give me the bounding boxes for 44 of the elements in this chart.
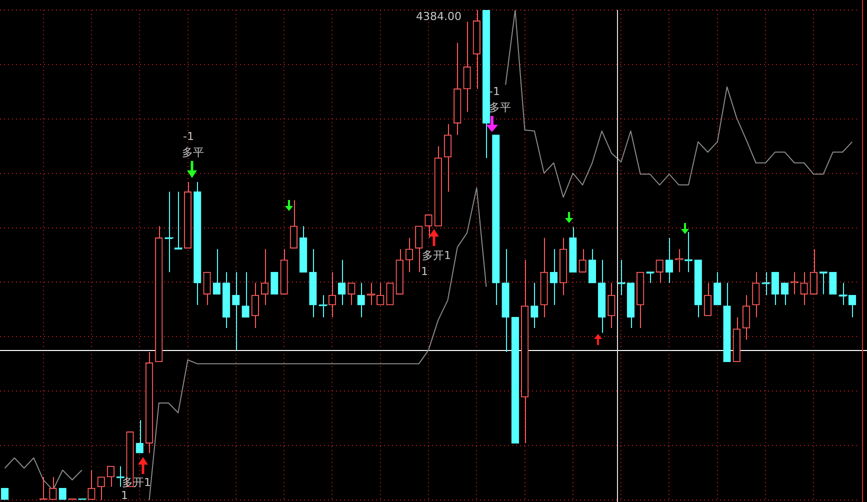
candlestick [723,282,731,362]
candlestick [434,146,442,226]
candlestick [415,226,423,273]
candlestick [810,248,818,295]
candlestick [444,124,452,192]
candlestick [463,21,471,112]
candlestick [184,181,192,248]
candlestick [752,272,760,318]
candlestick [588,248,596,284]
candlestick [559,237,568,296]
candlestick [472,10,480,90]
annotation: 4384.00 [416,10,462,23]
candlestick [222,272,230,329]
candlestick [540,237,548,318]
candlestick [155,226,163,362]
candlestick [636,272,644,329]
candlestick [396,248,404,295]
annotation: 1 [121,489,128,502]
annotation: -1 [183,130,194,143]
candlestick [492,134,500,306]
candlestick [309,248,317,318]
candlestick [704,282,712,316]
candlestick [454,42,462,136]
candlestick [694,260,702,318]
candlestick [203,272,211,306]
candlestick [608,282,616,329]
candlestick [280,248,288,295]
candlestick [145,352,154,454]
candlestick [569,226,577,272]
candlestick [482,10,490,158]
candlestick [194,181,202,306]
annotation: 多开1 [422,249,451,262]
candlestick [578,248,586,272]
candlestick [714,272,722,306]
candlestick [598,259,606,334]
annotation: 1 [421,265,428,278]
candlestick [502,248,510,353]
candlestick [732,316,740,362]
candlestick [665,237,674,284]
candlestick [299,226,308,272]
candlestick [742,294,750,340]
annotation: 多平 [182,146,204,159]
candlestick [251,282,260,329]
candlestick [290,200,298,248]
